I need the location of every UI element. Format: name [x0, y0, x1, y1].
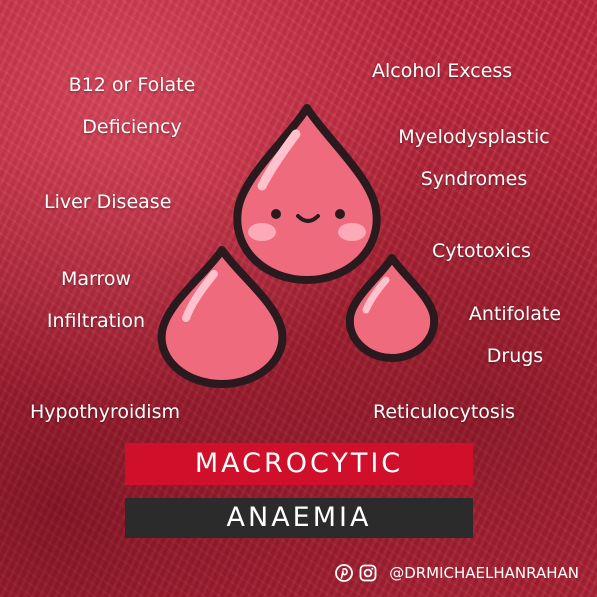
blood-drop-small-icon [345, 254, 439, 362]
cause-line: Liver Disease [44, 191, 172, 213]
cause-reticulocytosis: Reticulocytosis [373, 400, 515, 424]
cause-line: Cytotoxics [432, 240, 531, 262]
title-banner-anaemia: ANAEMIA [125, 498, 473, 538]
cause-line: Drugs [486, 345, 544, 367]
cause-line: Syndromes [420, 168, 528, 190]
cause-antifolate-drugs: Antifolate Drugs [456, 302, 574, 368]
blood-drop-icon [157, 246, 287, 388]
cause-line: Deficiency [82, 116, 182, 138]
cause-marrow-infiltration: Marrow Infiltration [34, 267, 158, 333]
cause-line: Antifolate [468, 303, 562, 325]
cause-line: Myelodysplastic [398, 126, 550, 148]
cause-line: B12 or Folate [68, 74, 196, 96]
cause-alcohol-excess: Alcohol Excess [372, 59, 512, 83]
instagram-icon[interactable] [359, 564, 377, 582]
cause-b12-folate: B12 or Folate Deficiency [52, 73, 212, 139]
cause-line: Infiltration [46, 310, 146, 332]
social-handle[interactable]: @DRMICHAELHANRAHAN [389, 564, 579, 582]
cause-hypothyroidism: Hypothyroidism [30, 400, 180, 424]
social-footer: @DRMICHAELHANRAHAN [335, 564, 579, 582]
cause-myelodysplastic-syndromes: Myelodysplastic Syndromes [382, 125, 566, 191]
smiling-blood-drop-icon [233, 104, 381, 284]
cause-liver-disease: Liver Disease [44, 190, 171, 214]
cause-line: Alcohol Excess [372, 60, 513, 82]
cause-line: Reticulocytosis [373, 401, 515, 423]
pinterest-icon[interactable] [335, 564, 354, 582]
title-banner-macrocytic: MACROCYTIC [125, 443, 473, 485]
cause-line: Marrow [60, 268, 132, 290]
cause-cytotoxics: Cytotoxics [432, 239, 531, 263]
cause-line: Hypothyroidism [30, 401, 180, 423]
